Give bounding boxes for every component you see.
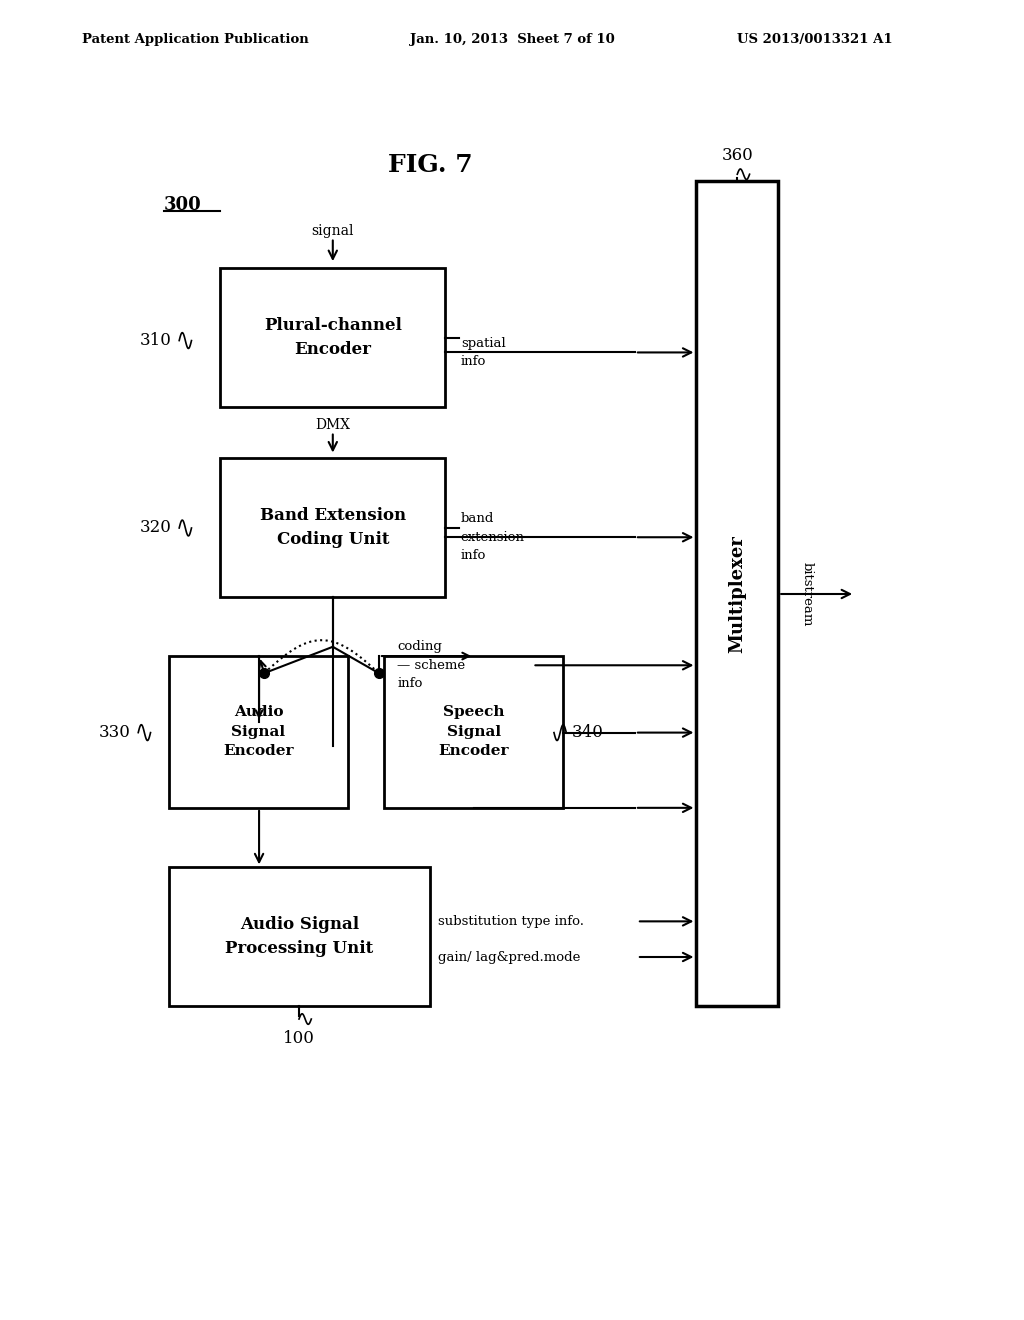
Text: info: info [397,677,423,690]
Text: spatial: spatial [461,337,506,350]
Text: DMX: DMX [315,417,350,432]
Text: 340: 340 [571,725,603,741]
Text: bitstream: bitstream [801,562,813,626]
Text: gain/ lag&pred.mode: gain/ lag&pred.mode [438,950,581,964]
Text: extension: extension [461,531,524,544]
Text: Audio
Signal
Encoder: Audio Signal Encoder [223,705,294,759]
Text: 320: 320 [140,520,172,536]
Text: Speech
Signal
Encoder: Speech Signal Encoder [438,705,509,759]
Text: 100: 100 [283,1030,315,1047]
Text: — scheme: — scheme [397,659,466,672]
FancyBboxPatch shape [220,268,445,407]
Text: FIG. 7: FIG. 7 [388,153,472,177]
FancyBboxPatch shape [696,181,778,1006]
Text: substitution type info.: substitution type info. [438,915,585,928]
Text: Band Extension
Coding Unit: Band Extension Coding Unit [260,507,406,548]
Text: 300: 300 [164,195,202,214]
Text: band: band [461,512,495,525]
Text: 310: 310 [140,333,172,348]
Text: signal: signal [311,223,354,238]
Text: US 2013/0013321 A1: US 2013/0013321 A1 [737,33,893,46]
Text: Audio Signal
Processing Unit: Audio Signal Processing Unit [225,916,374,957]
Text: Patent Application Publication: Patent Application Publication [82,33,308,46]
FancyBboxPatch shape [169,656,348,808]
FancyBboxPatch shape [384,656,563,808]
Text: 330: 330 [99,725,131,741]
Text: Multiplexer: Multiplexer [728,535,746,653]
Text: coding: coding [397,640,442,653]
Text: info: info [461,549,486,562]
Text: 360: 360 [721,147,754,164]
Text: Jan. 10, 2013  Sheet 7 of 10: Jan. 10, 2013 Sheet 7 of 10 [410,33,614,46]
Text: info: info [461,355,486,368]
FancyBboxPatch shape [220,458,445,597]
Text: Plural-channel
Encoder: Plural-channel Encoder [264,317,401,358]
FancyBboxPatch shape [169,867,430,1006]
